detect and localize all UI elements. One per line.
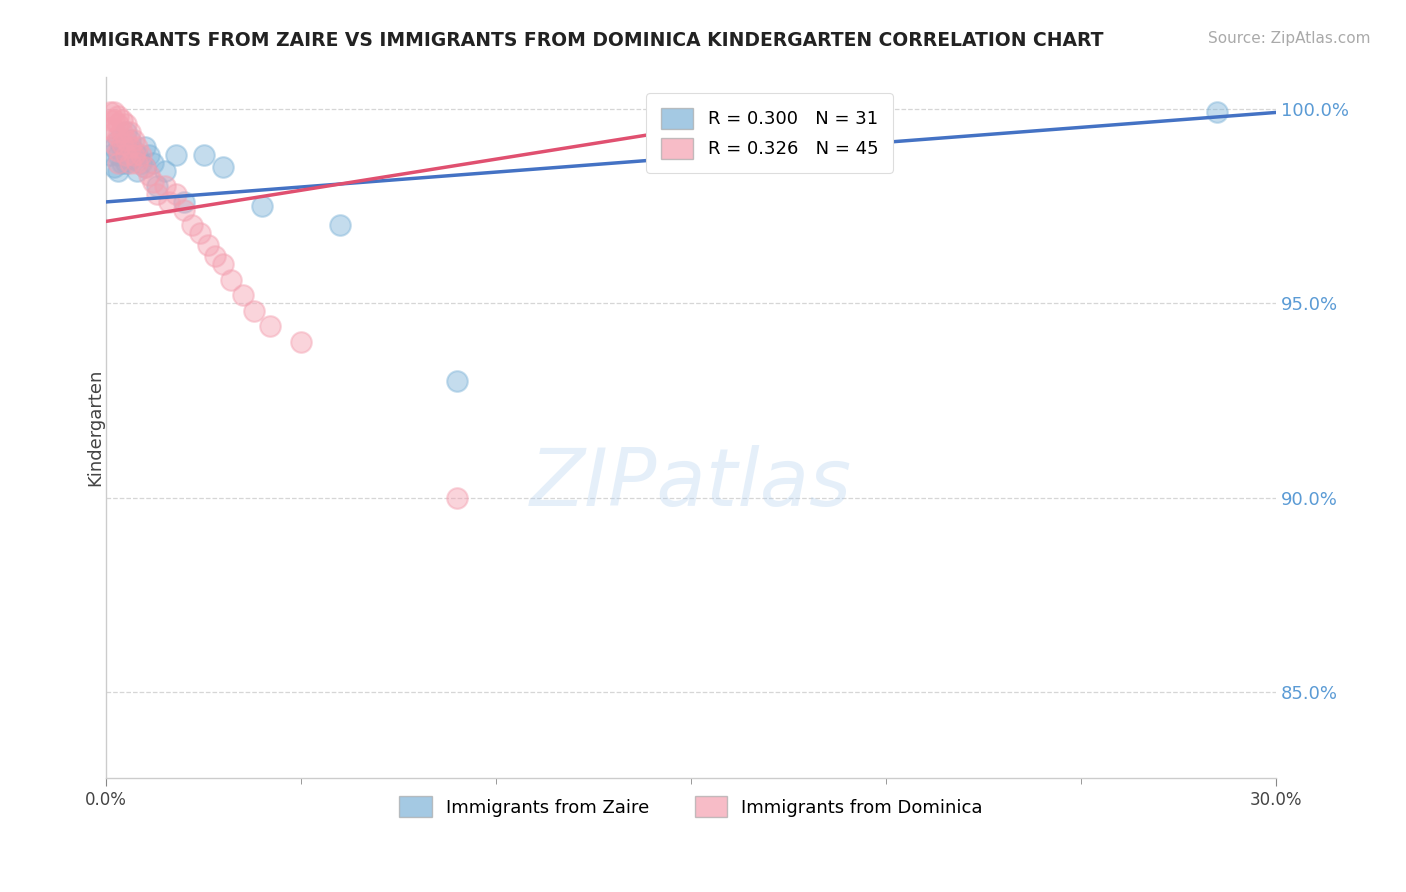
Text: ZIPatlas: ZIPatlas — [530, 444, 852, 523]
Point — [157, 194, 180, 209]
Point — [173, 194, 195, 209]
Point — [114, 148, 136, 162]
Point — [107, 148, 129, 162]
Point — [204, 249, 226, 263]
Text: IMMIGRANTS FROM ZAIRE VS IMMIGRANTS FROM DOMINICA KINDERGARTEN CORRELATION CHART: IMMIGRANTS FROM ZAIRE VS IMMIGRANTS FROM… — [63, 31, 1104, 50]
Point — [107, 109, 129, 123]
Point — [173, 202, 195, 217]
Point — [142, 156, 165, 170]
Point — [107, 117, 129, 131]
Point — [1206, 105, 1229, 120]
Point — [107, 156, 129, 170]
Point — [111, 140, 134, 154]
Point — [118, 125, 141, 139]
Point — [197, 237, 219, 252]
Point — [212, 257, 235, 271]
Point — [114, 156, 136, 170]
Point — [259, 319, 281, 334]
Point — [138, 168, 160, 182]
Point — [111, 156, 134, 170]
Point — [103, 113, 125, 128]
Point — [118, 140, 141, 154]
Point — [98, 121, 121, 136]
Point — [98, 148, 121, 162]
Point — [107, 145, 129, 159]
Point — [103, 160, 125, 174]
Point — [103, 136, 125, 151]
Point — [127, 148, 149, 162]
Point — [122, 133, 145, 147]
Point — [329, 219, 352, 233]
Point — [111, 136, 134, 151]
Point — [111, 125, 134, 139]
Point — [118, 133, 141, 147]
Text: Source: ZipAtlas.com: Source: ZipAtlas.com — [1208, 31, 1371, 46]
Point — [219, 273, 242, 287]
Point — [122, 145, 145, 159]
Point — [103, 105, 125, 120]
Point — [127, 163, 149, 178]
Point — [103, 125, 125, 139]
Point — [98, 113, 121, 128]
Point — [134, 160, 156, 174]
Point — [118, 156, 141, 170]
Point — [446, 374, 468, 388]
Point — [107, 128, 129, 143]
Point — [188, 226, 211, 240]
Point — [146, 187, 169, 202]
Point — [122, 148, 145, 162]
Point — [134, 160, 156, 174]
Point — [114, 117, 136, 131]
Point — [107, 133, 129, 147]
Point — [290, 334, 312, 349]
Point — [134, 140, 156, 154]
Point — [153, 179, 176, 194]
Point — [142, 176, 165, 190]
Point — [212, 160, 235, 174]
Point — [131, 156, 153, 170]
Point — [165, 148, 187, 162]
Point — [111, 113, 134, 128]
Point — [127, 140, 149, 154]
Point — [146, 179, 169, 194]
Point — [138, 148, 160, 162]
Point — [446, 491, 468, 505]
Point — [98, 105, 121, 120]
Point — [103, 140, 125, 154]
Point — [250, 199, 273, 213]
Point — [165, 187, 187, 202]
Y-axis label: Kindergarten: Kindergarten — [86, 368, 104, 486]
Legend: Immigrants from Zaire, Immigrants from Dominica: Immigrants from Zaire, Immigrants from D… — [392, 789, 990, 824]
Point — [127, 156, 149, 170]
Point — [107, 163, 129, 178]
Point — [181, 219, 204, 233]
Point — [232, 288, 254, 302]
Point — [114, 140, 136, 154]
Point — [243, 303, 266, 318]
Point — [131, 148, 153, 162]
Point — [153, 163, 176, 178]
Point — [114, 125, 136, 139]
Point — [114, 133, 136, 147]
Point — [118, 152, 141, 166]
Point — [193, 148, 215, 162]
